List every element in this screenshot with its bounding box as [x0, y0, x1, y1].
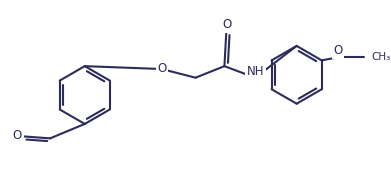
Text: O: O	[13, 129, 22, 142]
Text: O: O	[223, 18, 232, 31]
Text: CH₃: CH₃	[372, 51, 391, 61]
Text: O: O	[334, 44, 343, 57]
Text: NH: NH	[246, 65, 264, 78]
Text: O: O	[157, 62, 167, 74]
